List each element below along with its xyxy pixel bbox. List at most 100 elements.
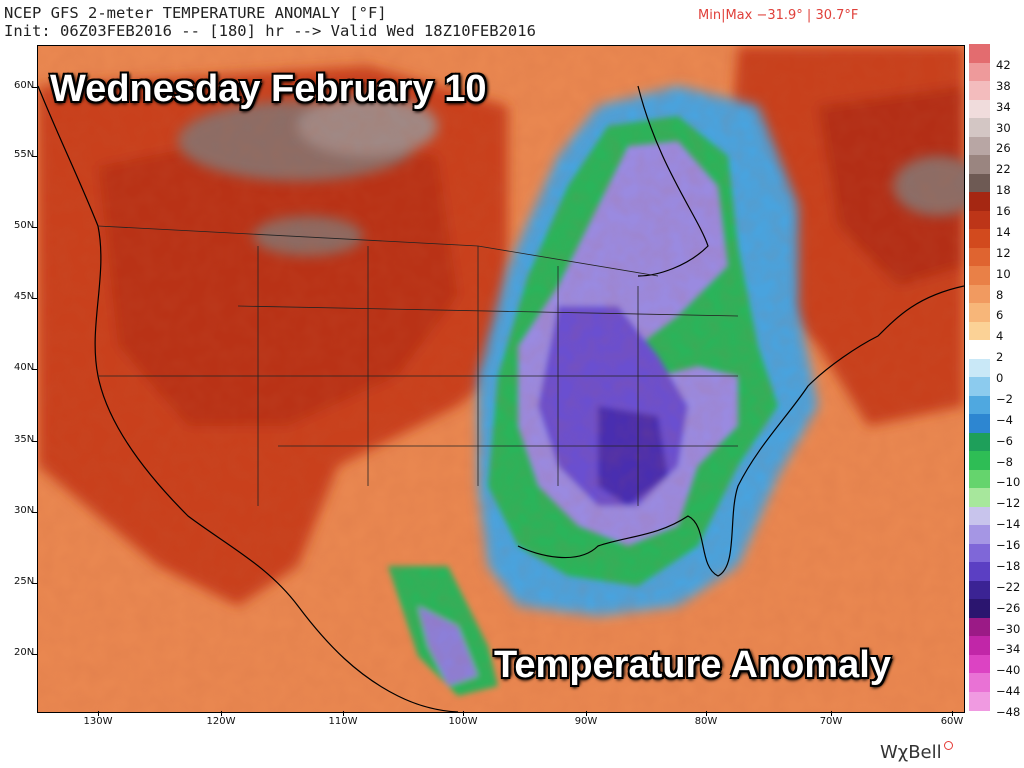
lat-tick [32,156,37,157]
legend-swatch [969,247,990,267]
lat-tick [32,441,37,442]
brand-name: WχBell [880,742,942,763]
min-max-readout: Min|Max −31.9° | 30.7°F [698,8,859,23]
legend-label: −30 [996,621,1021,636]
legend-swatch [969,377,990,396]
lat-label: 30N [14,505,35,516]
lon-tick [463,711,464,716]
legend-label: −18 [996,558,1021,573]
legend-swatch [969,469,990,489]
legend-label: −22 [996,579,1021,594]
lat-label: 55N [14,149,35,160]
legend-swatch [969,173,990,193]
legend-swatch [969,580,990,600]
lon-tick [952,711,953,716]
lon-tick [98,711,99,716]
legend-swatch [969,136,990,156]
lat-tick [32,654,37,655]
legend-swatch [969,525,990,544]
legend-label: −6 [996,433,1013,448]
map-canvas [38,46,964,712]
chart-header-title: NCEP GFS 2-meter TEMPERATURE ANOMALY [°F… [4,4,387,22]
lon-label: 110W [328,716,358,727]
legend-label: 14 [996,224,1011,239]
brand-dot-icon [943,741,953,750]
legend-swatch [969,395,990,415]
legend-swatch [969,266,990,285]
legend-label: −34 [996,642,1021,657]
lon-tick [706,711,707,716]
legend-swatch [969,617,990,637]
legend-label: 26 [996,141,1011,156]
legend-label: 34 [996,99,1011,114]
legend-label: 8 [996,287,1004,302]
lat-tick [32,227,37,228]
legend-label: −48 [996,705,1021,719]
legend-label: 38 [996,78,1011,93]
legend-label: 22 [996,162,1011,177]
legend-swatch [969,62,990,82]
legend-label: 4 [996,329,1004,344]
lon-tick [586,711,587,716]
lon-label: 90W [574,716,598,727]
lat-label: 35N [14,434,35,445]
legend-swatch [969,118,990,137]
lon-label: 70W [819,716,843,727]
legend-swatch [969,99,990,119]
legend-label: 2 [996,350,1004,365]
lat-tick [32,298,37,299]
legend-label: 42 [996,58,1011,72]
legend-label: −40 [996,663,1021,678]
legend-swatch [969,506,990,526]
state-borders [97,225,739,506]
legend-swatch [969,599,990,618]
lon-label: 120W [206,716,236,727]
legend-swatch [969,562,990,581]
map-title: Wednesday February 10 [50,68,487,110]
coastline-borders [38,85,964,712]
legend-label: 0 [996,371,1004,386]
legend-swatch [969,44,990,63]
lat-tick [32,512,37,513]
legend-swatch [969,284,990,304]
legend-label: −14 [996,517,1021,532]
lat-label: 50N [14,220,35,231]
legend-label: 16 [996,204,1011,219]
legend-swatch [969,303,990,322]
lon-tick [831,711,832,716]
lat-label: 45N [14,291,35,302]
legend-swatch [969,81,990,100]
lon-label: 60W [940,716,964,727]
map-subtitle: Temperature Anomaly [494,644,891,686]
lon-tick [221,711,222,716]
legend-label: −8 [996,454,1013,469]
legend-swatch [969,432,990,452]
wxbell-logo: WχBell [880,741,953,763]
legend-label: 18 [996,183,1011,198]
legend-swatch [969,451,990,470]
lat-label: 40N [14,362,35,373]
lat-tick [32,583,37,584]
lat-tick [32,369,37,370]
legend-label: −12 [996,496,1021,511]
legend-label: −10 [996,475,1021,490]
legend-swatch [969,543,990,563]
lon-label: 100W [448,716,478,727]
legend-swatch [969,488,990,507]
legend-label: −2 [996,391,1013,406]
lat-tick [32,87,37,88]
lat-label: 25N [14,576,35,587]
legend-label: 12 [996,245,1011,260]
legend-swatch [969,636,990,655]
lon-tick [343,711,344,716]
legend-swatch [969,229,990,248]
legend-swatch [969,321,990,341]
legend-label: 6 [996,308,1004,323]
legend-swatch [969,192,990,211]
legend-label: −44 [996,684,1021,699]
lat-label: 20N [14,647,35,658]
chart-header-init-valid: Init: 06Z03FEB2016 -- [180] hr --> Valid… [4,22,536,40]
texture-overlay [38,46,964,712]
lon-label: 80W [694,716,718,727]
legend-label: 10 [996,266,1011,281]
